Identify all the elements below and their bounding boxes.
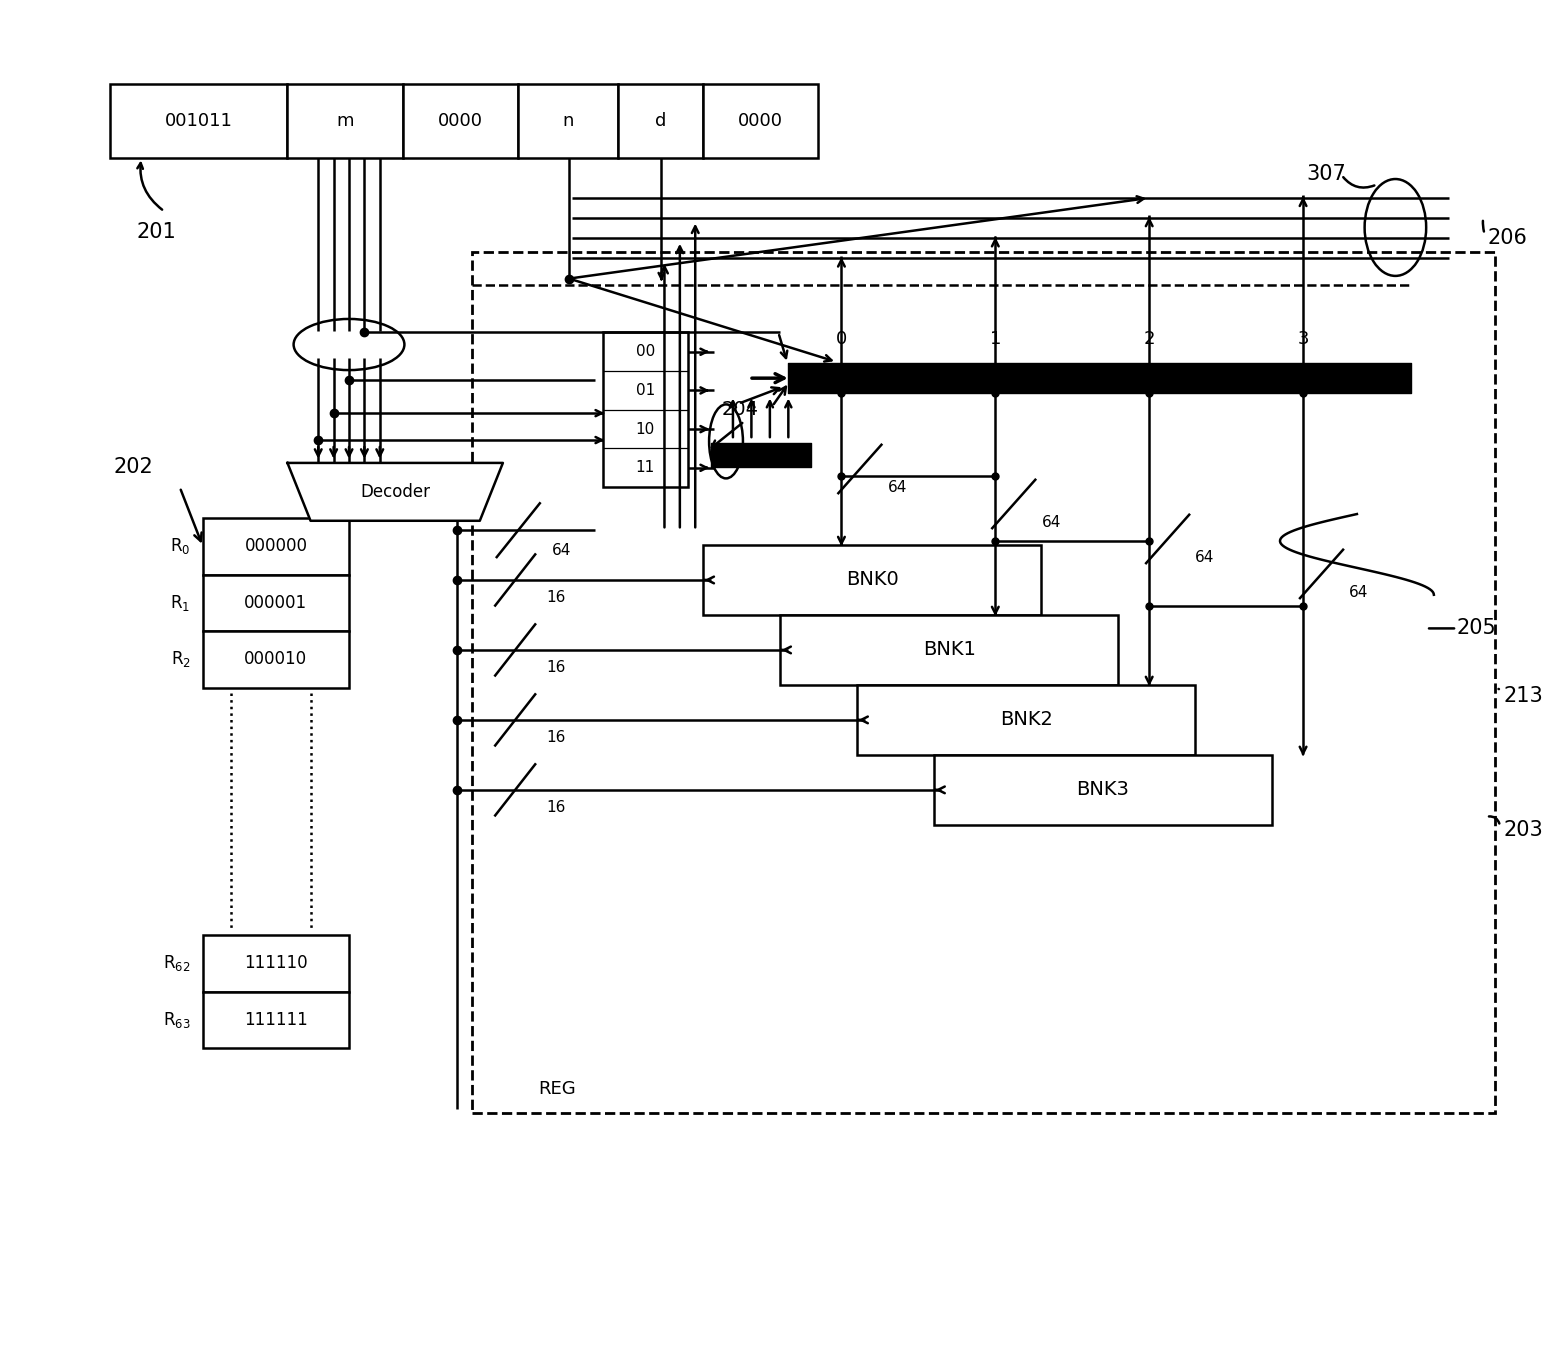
Text: 16: 16 (545, 730, 566, 744)
FancyBboxPatch shape (603, 332, 687, 488)
Text: BNK0: BNK0 (845, 570, 898, 589)
Text: 64: 64 (552, 543, 572, 558)
FancyBboxPatch shape (856, 685, 1195, 755)
Text: 00: 00 (636, 345, 654, 359)
Text: 16: 16 (545, 659, 566, 676)
Text: 000010: 000010 (244, 650, 308, 669)
Text: BNK1: BNK1 (923, 640, 976, 659)
FancyBboxPatch shape (204, 992, 350, 1048)
Text: 206: 206 (1487, 228, 1528, 249)
Text: 000000: 000000 (244, 538, 308, 555)
Text: R$_2$: R$_2$ (171, 650, 191, 669)
Text: 2: 2 (1144, 330, 1155, 349)
FancyBboxPatch shape (287, 84, 402, 158)
Text: 11: 11 (636, 461, 654, 476)
Text: BNK2: BNK2 (999, 711, 1052, 730)
Text: n: n (563, 112, 573, 130)
Text: 202: 202 (113, 457, 154, 477)
FancyBboxPatch shape (110, 84, 287, 158)
Text: 0000: 0000 (438, 112, 483, 130)
FancyBboxPatch shape (618, 84, 702, 158)
Text: REG: REG (538, 1079, 575, 1097)
Text: 201: 201 (137, 222, 177, 242)
FancyBboxPatch shape (519, 84, 618, 158)
Text: Decoder: Decoder (361, 482, 430, 501)
FancyBboxPatch shape (204, 574, 350, 631)
Text: R$_1$: R$_1$ (171, 593, 191, 613)
Text: 0: 0 (836, 330, 847, 349)
Text: 16: 16 (545, 800, 566, 815)
Text: R$_{62}$: R$_{62}$ (163, 954, 191, 974)
Text: 000001: 000001 (244, 594, 308, 612)
Text: 64: 64 (1195, 550, 1215, 565)
Text: 204: 204 (721, 400, 758, 419)
Text: R$_0$: R$_0$ (171, 536, 191, 557)
Text: 01: 01 (636, 382, 654, 399)
FancyBboxPatch shape (204, 631, 350, 688)
Text: 64: 64 (887, 481, 908, 496)
Text: 0000: 0000 (738, 112, 783, 130)
FancyBboxPatch shape (204, 517, 350, 574)
Text: m: m (336, 112, 354, 130)
FancyBboxPatch shape (204, 935, 350, 992)
Text: 16: 16 (545, 590, 566, 605)
FancyBboxPatch shape (702, 544, 1041, 615)
Text: 64: 64 (1349, 585, 1369, 600)
FancyBboxPatch shape (402, 84, 519, 158)
FancyBboxPatch shape (934, 755, 1273, 825)
Text: 111110: 111110 (244, 954, 308, 973)
Text: 3: 3 (1298, 330, 1308, 349)
Text: d: d (654, 112, 667, 130)
Text: 111111: 111111 (244, 1011, 308, 1029)
Text: 1: 1 (990, 330, 1001, 349)
Text: 10: 10 (636, 422, 654, 436)
Text: 205: 205 (1458, 619, 1497, 639)
Text: 001011: 001011 (165, 112, 233, 130)
Text: R$_{63}$: R$_{63}$ (163, 1011, 191, 1029)
Text: 213: 213 (1503, 686, 1543, 705)
Text: 307: 307 (1307, 163, 1346, 184)
Text: 64: 64 (1041, 515, 1061, 531)
FancyBboxPatch shape (780, 615, 1119, 685)
Polygon shape (287, 463, 503, 520)
Text: 203: 203 (1503, 820, 1543, 840)
Text: BNK3: BNK3 (1077, 781, 1130, 800)
FancyBboxPatch shape (702, 84, 819, 158)
